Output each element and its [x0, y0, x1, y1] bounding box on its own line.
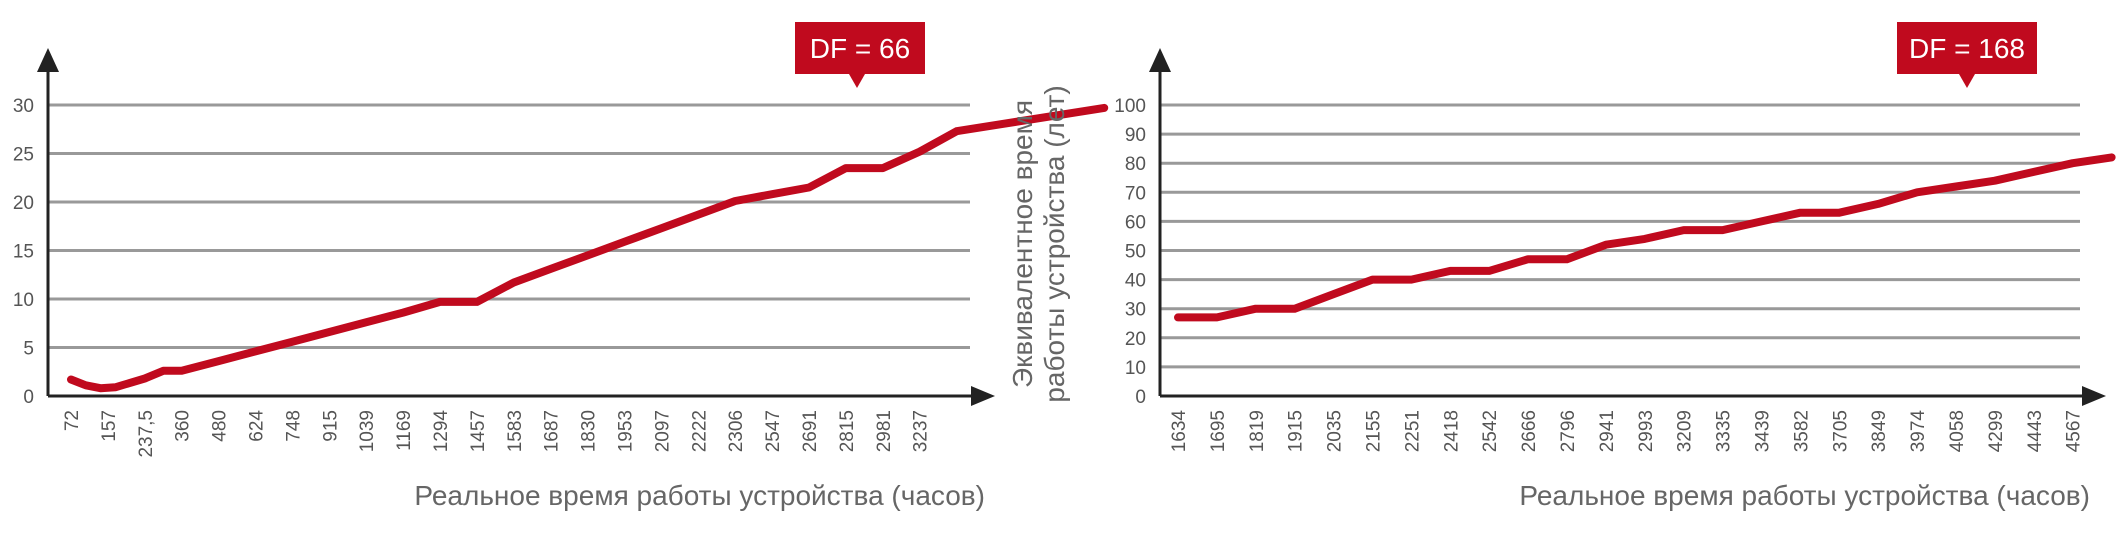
x-tick-label: 2815 — [837, 410, 858, 452]
x-tick-label: 360 — [173, 410, 194, 442]
x-tick-label: 2097 — [652, 410, 673, 452]
x-tick-label: 3849 — [1869, 410, 1890, 452]
x-tick-label: 1695 — [1208, 410, 1229, 452]
x-tick-label: 1583 — [505, 410, 526, 452]
x-axis-arrow-icon — [2082, 386, 2106, 406]
chart-right: 0 10 20 30 40 50 60 70 80 90 100 1634 1695 1819 1915 20… — [1114, 22, 2116, 453]
x-tick-label: 2691 — [800, 410, 821, 452]
x-tick-label: 3705 — [1830, 410, 1851, 452]
x-tick-label: 157 — [99, 410, 120, 442]
x-tick-label: 3439 — [1753, 410, 1774, 452]
y-tick-label: 20 — [1125, 329, 1146, 350]
x-tick-label: 2941 — [1597, 410, 1618, 452]
x-tick-label: 2418 — [1441, 410, 1462, 452]
y-tick-label: 30 — [1125, 300, 1146, 321]
x-tick-label: 748 — [283, 410, 304, 442]
x-tick-label: 1915 — [1286, 410, 1307, 452]
x-tick-label: 72 — [62, 410, 83, 431]
y-tick-label: 90 — [1125, 125, 1146, 146]
x-tick-label: 1634 — [1169, 410, 1190, 453]
x-tick-label: 4058 — [1947, 410, 1968, 452]
x-tick-label: 2251 — [1402, 410, 1423, 452]
x-tick-label: 2981 — [874, 410, 895, 452]
series-line — [1174, 153, 2116, 322]
callout-box — [795, 22, 925, 74]
x-tick-label: 1294 — [431, 410, 452, 453]
y-tick-label: 25 — [13, 145, 34, 166]
x-tick-label: 1830 — [579, 410, 600, 452]
x-tick-label: 2666 — [1519, 410, 1540, 452]
chart-right-y-axis-title: Эквивалентное время работы устройства (л… — [1007, 85, 1070, 402]
y-tick-label: 5 — [23, 339, 34, 360]
y-tick-label: 80 — [1125, 154, 1146, 175]
x-tick-label: 915 — [320, 410, 341, 442]
df-callout: DF = 66 — [795, 22, 925, 88]
x-tick-label: 4443 — [2025, 410, 2046, 452]
y-axis-title-line-1: Эквивалентное время — [1007, 100, 1038, 388]
y-tick-label: 15 — [13, 242, 34, 263]
chart-left-x-axis-title: Реальное время работы устройства (часов) — [414, 480, 985, 511]
x-tick-label: 4567 — [2064, 410, 2085, 452]
y-tick-label: 0 — [1135, 387, 1146, 408]
x-tick-label: 3237 — [911, 410, 932, 452]
y-tick-label: 30 — [13, 96, 34, 117]
y-axis-title-line-2: работы устройства (лет) — [1039, 85, 1070, 402]
x-tick-label: 1039 — [357, 410, 378, 452]
x-tick-label: 1687 — [542, 410, 563, 452]
x-tick-label: 3209 — [1675, 410, 1696, 452]
y-tick-label: 60 — [1125, 212, 1146, 233]
x-tick-label: 1457 — [468, 410, 489, 452]
callout-label: DF = 66 — [810, 33, 910, 64]
x-tick-label: 1953 — [616, 410, 637, 452]
x-tick-label: 624 — [247, 410, 268, 442]
x-axis-arrow-icon — [971, 386, 995, 406]
y-tick-label: 10 — [13, 290, 34, 311]
y-tick-label: 100 — [1114, 96, 1146, 117]
x-tick-label: 3974 — [1908, 410, 1929, 453]
x-tick-label: 2542 — [1480, 410, 1501, 452]
series-line — [67, 103, 1109, 393]
x-tick-label: 2547 — [763, 410, 784, 452]
x-tick-label: 2155 — [1364, 410, 1385, 452]
x-tick-label: 1169 — [394, 410, 415, 451]
chart-right-x-axis-title: Реальное время работы устройства (часов) — [1519, 480, 2090, 511]
x-tick-label: 2306 — [726, 410, 747, 452]
y-tick-label: 40 — [1125, 271, 1146, 292]
y-tick-label: 20 — [13, 193, 34, 214]
y-tick-label: 10 — [1125, 358, 1146, 379]
y-tick-label: 70 — [1125, 183, 1146, 204]
x-tick-label: 2796 — [1558, 410, 1579, 452]
x-tick-label: 237,5 — [136, 410, 157, 458]
callout-pointer-icon — [1959, 74, 1975, 88]
x-tick-label: 3582 — [1791, 410, 1812, 452]
x-tick-label: 1819 — [1247, 410, 1268, 452]
x-tick-label: 2035 — [1325, 410, 1346, 452]
y-tick-label: 0 — [23, 387, 34, 408]
x-tick-label: 480 — [210, 410, 231, 442]
chart-left: 0 5 10 15 20 25 30 72 157 237,5 360 480 624 748 915 103… — [13, 22, 1109, 458]
y-tick-label: 50 — [1125, 242, 1146, 263]
x-tick-label: 3335 — [1714, 410, 1735, 452]
df-callout: DF = 168 — [1897, 22, 2037, 88]
y-axis-arrow-icon — [1149, 48, 1171, 72]
callout-label: DF = 168 — [1909, 33, 2025, 64]
callout-pointer-icon — [849, 74, 865, 88]
y-axis-arrow-icon — [37, 48, 59, 72]
x-tick-label: 4299 — [1986, 410, 2007, 452]
x-tick-label: 2993 — [1636, 410, 1657, 452]
callout-box — [1897, 22, 2037, 74]
x-tick-label: 2222 — [689, 410, 710, 452]
